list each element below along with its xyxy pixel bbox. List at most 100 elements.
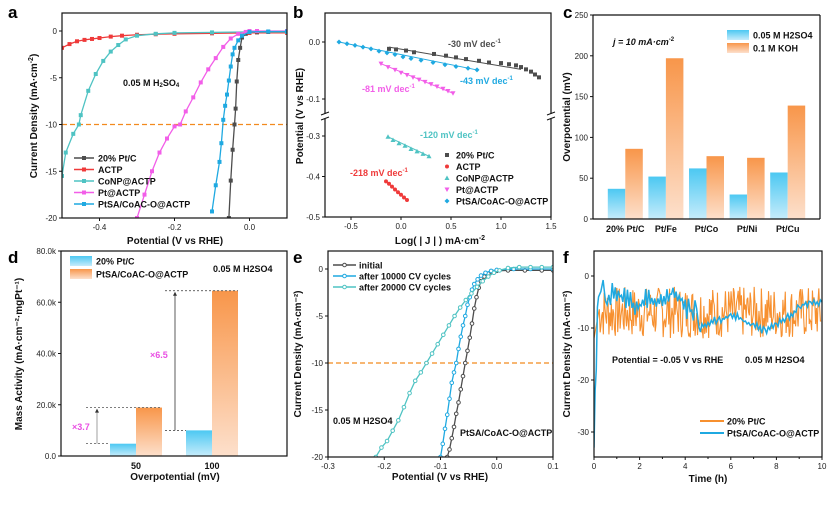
legend-label: PtSA/CoAC-O@ACTP bbox=[456, 197, 548, 207]
data-point bbox=[450, 91, 456, 96]
data-point bbox=[418, 57, 424, 63]
series-PtSA/CoAC-O@ACTP bbox=[210, 29, 287, 214]
data-point bbox=[153, 31, 158, 36]
data-point bbox=[233, 106, 238, 111]
c-annotation-current: j = 10 mA·cm-2 bbox=[612, 37, 675, 47]
ratio-label: ×6.5 bbox=[150, 350, 168, 360]
d-xlabel: Overpotential (mV) bbox=[130, 472, 219, 483]
axis-break-gap-right bbox=[547, 114, 555, 119]
data-point bbox=[396, 140, 402, 146]
data-point bbox=[384, 438, 390, 444]
y-tick-label: 0 bbox=[584, 215, 589, 224]
x-tick-label: -0.3 bbox=[321, 462, 335, 471]
data-point bbox=[378, 61, 384, 67]
data-point bbox=[228, 36, 233, 41]
data-point bbox=[86, 88, 91, 93]
data-point bbox=[462, 313, 468, 319]
series-after 10000 CV cycles bbox=[438, 266, 553, 457]
legend-marker bbox=[342, 284, 347, 290]
data-point bbox=[451, 370, 457, 375]
data-point bbox=[524, 67, 528, 72]
data-point bbox=[396, 418, 401, 423]
y-tick-label: -0.3 bbox=[306, 132, 320, 141]
data-point bbox=[447, 447, 452, 452]
data-point bbox=[390, 428, 395, 433]
data-point bbox=[442, 426, 448, 432]
x-tick-label: 1.0 bbox=[495, 222, 507, 231]
panel-f: 0 2 4 6 8 10 0 -10 -20 -30 20% Pt/C PtSA/CoAC-O@ACT… bbox=[577, 250, 827, 471]
data-point bbox=[123, 37, 128, 42]
data-point bbox=[519, 65, 523, 70]
legend-marker bbox=[444, 198, 450, 204]
data-point bbox=[412, 378, 418, 384]
panel-label-f: f bbox=[563, 248, 569, 267]
x-tick-label: 6 bbox=[729, 462, 734, 471]
x-tick-label: -0.2 bbox=[168, 223, 182, 232]
plot-frame bbox=[61, 12, 288, 219]
data-point bbox=[422, 79, 428, 85]
data-point bbox=[385, 134, 391, 139]
series-PtSA/CoAC-O@ACTP bbox=[336, 39, 480, 73]
y-tick-label: 200 bbox=[575, 52, 589, 61]
x-tick-label: 0.1 bbox=[547, 462, 559, 471]
data-point bbox=[507, 62, 511, 67]
data-point bbox=[62, 45, 64, 50]
data-point bbox=[401, 404, 407, 410]
y-tick-label: 0 bbox=[53, 27, 58, 36]
y-tick-label: -15 bbox=[311, 406, 323, 415]
data-point bbox=[390, 137, 396, 143]
series-20% Pt/C bbox=[387, 46, 541, 80]
axis-break-mark bbox=[320, 111, 330, 116]
data-point bbox=[418, 370, 424, 375]
x-tick-label: -0.2 bbox=[377, 462, 391, 471]
data-point bbox=[445, 89, 451, 94]
data-point bbox=[230, 52, 235, 57]
data-point bbox=[221, 117, 226, 122]
data-point bbox=[90, 36, 94, 41]
data-point bbox=[135, 216, 139, 218]
tafel-slope-label: -218 mV dec-1 bbox=[350, 168, 409, 178]
data-point bbox=[385, 65, 391, 70]
legend-marker bbox=[82, 190, 86, 195]
data-point bbox=[471, 306, 477, 311]
data-point bbox=[210, 209, 214, 214]
data-point bbox=[449, 435, 455, 441]
legend-marker bbox=[82, 156, 86, 160]
plot-frame bbox=[60, 250, 288, 457]
ratio-label: ×3.7 bbox=[72, 422, 90, 432]
x-category-label: 50 bbox=[131, 461, 141, 471]
e-xlabel: Potential (V vs RHE) bbox=[392, 472, 488, 483]
data-point bbox=[266, 29, 271, 34]
data-point bbox=[178, 122, 183, 127]
data-point bbox=[230, 147, 235, 152]
data-point bbox=[435, 341, 440, 347]
data-point bbox=[165, 136, 169, 141]
data-point bbox=[505, 265, 511, 271]
a-ylabel: Current Density (mA·cm-2) bbox=[28, 54, 40, 179]
data-point bbox=[456, 346, 461, 352]
series-after 20000 CV cycles bbox=[373, 264, 553, 457]
data-point bbox=[467, 335, 473, 340]
series-line bbox=[211, 30, 287, 212]
data-point bbox=[499, 61, 503, 66]
data-point bbox=[514, 63, 518, 68]
y-tick-label: -20 bbox=[311, 453, 323, 462]
x-tick-label: 0.0 bbox=[395, 222, 407, 231]
data-point bbox=[396, 190, 400, 195]
x-tick-label: 0.0 bbox=[244, 223, 256, 232]
bar bbox=[625, 148, 643, 219]
data-point bbox=[424, 360, 429, 366]
panel-e: -0.3 -0.2 -0.1 0.0 0.10-5-10-15-20initialaft… bbox=[311, 250, 559, 471]
data-point bbox=[440, 441, 446, 447]
data-point bbox=[387, 181, 391, 186]
data-point bbox=[404, 73, 410, 78]
data-point bbox=[430, 60, 436, 66]
data-point bbox=[399, 192, 403, 197]
y-tick-label: -5 bbox=[316, 312, 324, 321]
data-point bbox=[408, 146, 414, 151]
data-point bbox=[404, 48, 408, 53]
data-point bbox=[453, 411, 459, 417]
x-category-label: Pt/Cu bbox=[776, 224, 800, 234]
legend-marker bbox=[444, 175, 450, 180]
data-point bbox=[475, 277, 480, 282]
